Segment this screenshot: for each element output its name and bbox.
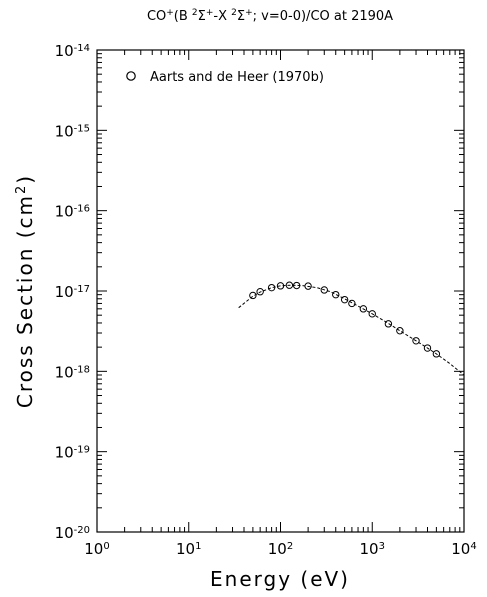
data-point: [304, 282, 312, 290]
data-point: [368, 310, 376, 318]
y-tick-labels: 10-20 10-19 10-18 10-17 10-16 10-15 10-14: [55, 42, 90, 542]
x-tick-labels: 100 101 102 103 104: [84, 540, 476, 558]
x-tick-label: 103: [360, 540, 385, 558]
data-point: [267, 283, 276, 292]
x-axis-title: Energy (eV): [210, 567, 350, 591]
data-point: [256, 288, 264, 296]
chart-title: CO+(B 2Σ+-X 2Σ+; v=0-0)/CO at 2190A: [147, 8, 393, 24]
data-point: [359, 305, 368, 313]
y-tick-label: 10-16: [55, 203, 90, 221]
x-tick-label: 104: [451, 540, 476, 558]
data-point: [320, 286, 328, 294]
data-point: [348, 299, 356, 308]
data-point: [276, 282, 285, 290]
axis-ticks: [96, 50, 464, 533]
y-tick-label: 10-17: [55, 283, 90, 301]
series-line-fit: [238, 284, 465, 376]
data-point: [396, 327, 404, 335]
y-tick-label: 10-15: [55, 122, 90, 140]
legend-marker: [126, 71, 136, 81]
data-point: [384, 320, 393, 328]
legend-label: Aarts and de Heer (1970b): [150, 70, 324, 85]
plot-frame: [96, 49, 465, 533]
data-point: [332, 290, 340, 299]
y-tick-label: 10-14: [55, 42, 90, 60]
data-point: [340, 295, 349, 304]
y-tick-label: 10-19: [55, 444, 90, 462]
data-point: [412, 337, 420, 345]
data-point: [432, 350, 441, 358]
legend: Aarts and de Heer (1970b): [126, 70, 324, 85]
y-tick-label: 10-18: [55, 363, 90, 381]
y-tick-label: 10-20: [55, 524, 90, 542]
data-point: [292, 281, 301, 290]
data-point: [285, 281, 294, 289]
x-tick-label: 101: [176, 540, 201, 558]
data-point: [249, 291, 257, 300]
y-axis-title: Cross Section (cm2): [13, 174, 37, 408]
x-tick-label: 100: [84, 540, 109, 558]
x-tick-label: 102: [268, 540, 293, 558]
series-markers: [249, 281, 441, 358]
data-point: [423, 344, 432, 352]
